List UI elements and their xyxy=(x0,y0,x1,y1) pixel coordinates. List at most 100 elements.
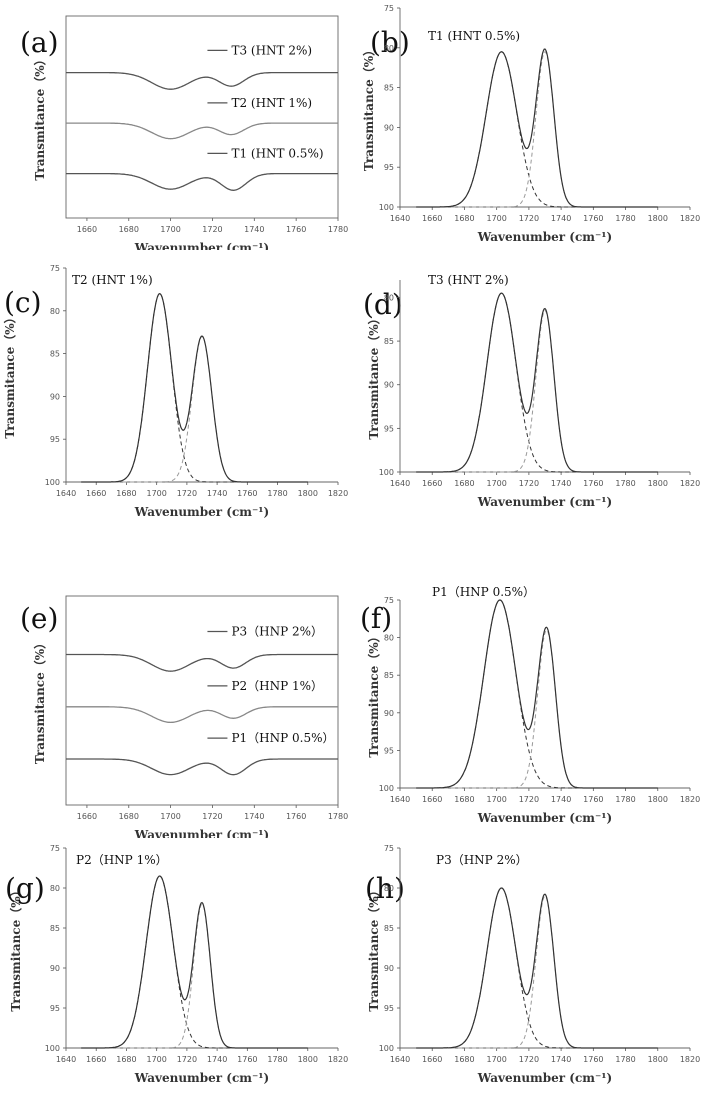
y-tick-label: 75 xyxy=(384,4,394,13)
panel-label: (e) xyxy=(20,602,58,635)
x-tick-label: 1720 xyxy=(519,795,539,804)
panel-title: T3 (HNT 2%) xyxy=(428,273,509,287)
fit-envelope-curve xyxy=(416,887,658,1049)
x-tick-label: 1760 xyxy=(583,479,603,488)
x-tick-label: 1780 xyxy=(328,225,348,234)
fit-component-curve xyxy=(416,309,658,473)
x-tick-label: 1720 xyxy=(519,479,539,488)
series-line xyxy=(66,653,338,672)
x-tick-label: 1760 xyxy=(237,1055,257,1064)
fit-envelope-curve xyxy=(81,875,308,1049)
panel-c-chart: 1640 1660 1680 1700 1720 1740 1760 1780 1800 1820… xyxy=(2,264,348,519)
y-tick-label: 85 xyxy=(384,671,394,680)
y-tick-label: 95 xyxy=(384,424,394,433)
y-tick-label: 100 xyxy=(379,1044,394,1053)
legend-label: T2 (HNT 1%) xyxy=(231,96,312,110)
y-tick-label: 90 xyxy=(50,392,60,401)
x-tick-label: 1780 xyxy=(615,795,635,804)
x-tick-label: 1680 xyxy=(116,1055,136,1064)
x-tick-label: 1660 xyxy=(422,214,442,223)
x-tick-label: 1820 xyxy=(680,795,700,804)
y-tick-label: 90 xyxy=(384,381,394,390)
y-tick-label: 95 xyxy=(50,1004,60,1013)
y-axis-label: Transmitance（%） xyxy=(32,53,47,180)
plot-frame xyxy=(65,595,339,806)
x-tick-label: 1700 xyxy=(146,1055,166,1064)
y-axis-label: Transmitance（%） xyxy=(361,44,376,171)
x-tick-label: 1700 xyxy=(486,479,506,488)
x-tick-label: 1720 xyxy=(202,225,222,234)
y-axis-label: Transmitance（%） xyxy=(2,311,17,438)
x-tick-label: 1820 xyxy=(328,1055,348,1064)
panel-c: 1640 1660 1680 1700 1720 1740 1760 1780 1800 1820… xyxy=(0,262,360,524)
y-tick-label: 100 xyxy=(379,468,394,477)
fit-component-curve xyxy=(416,51,658,208)
y-axis-label: Transmitance（%） xyxy=(366,884,381,1011)
panel-b: 1640 1660 1680 1700 1720 1740 1760 1780 1800 1820… xyxy=(360,0,706,250)
legend-label: P2（HNP 1%） xyxy=(231,679,323,693)
panel-label: (d) xyxy=(363,288,403,321)
x-tick-label: 1720 xyxy=(519,214,539,223)
y-tick-label: 85 xyxy=(384,84,394,93)
y-tick-label: 95 xyxy=(50,435,60,444)
x-tick-label: 1760 xyxy=(237,489,257,498)
x-tick-label: 1780 xyxy=(615,214,635,223)
x-tick-label: 1640 xyxy=(390,1055,410,1064)
x-tick-label: 1680 xyxy=(454,795,474,804)
x-tick-label: 1700 xyxy=(486,795,506,804)
x-tick-label: 1700 xyxy=(160,812,180,821)
panel-g: 1640 1660 1680 1700 1720 1740 1760 1780 1800 1820… xyxy=(0,838,360,1096)
y-tick-label: 85 xyxy=(384,337,394,346)
x-tick-label: 1780 xyxy=(328,812,348,821)
x-tick-label: 1740 xyxy=(207,489,227,498)
x-tick-label: 1760 xyxy=(286,225,306,234)
legend-label: P3（HNP 2%） xyxy=(231,625,323,639)
series-line xyxy=(66,71,338,90)
panel-b-chart: 1640 1660 1680 1700 1720 1740 1760 1780 1800 1820… xyxy=(361,4,700,244)
x-tick-label: 1660 xyxy=(422,795,442,804)
fit-component-curve xyxy=(416,895,658,1049)
x-axis-label: Wavenumber (cm⁻¹) xyxy=(134,1071,269,1085)
x-axis-label: Wavenumber (cm⁻¹) xyxy=(134,828,269,838)
x-tick-label: 1760 xyxy=(286,812,306,821)
x-tick-label: 1800 xyxy=(298,1055,318,1064)
x-tick-label: 1720 xyxy=(202,812,222,821)
y-tick-label: 95 xyxy=(384,746,394,755)
panel-label: (c) xyxy=(4,286,42,319)
y-tick-label: 85 xyxy=(50,350,60,359)
x-tick-label: 1660 xyxy=(86,489,106,498)
x-tick-label: 1700 xyxy=(160,225,180,234)
panel-title: T2 (HNT 1%) xyxy=(72,273,153,287)
x-tick-label: 1740 xyxy=(551,214,571,223)
panel-title: T1 (HNT 0.5%) xyxy=(428,29,520,43)
y-tick-label: 100 xyxy=(45,478,60,487)
x-tick-label: 1740 xyxy=(207,1055,227,1064)
panel-e: 1660 1680 1700 1720 1740 1760 1780 Wavenumber (… xyxy=(0,590,360,842)
x-tick-label: 1660 xyxy=(86,1055,106,1064)
x-tick-label: 1820 xyxy=(680,214,700,223)
legend-label: T3 (HNT 2%) xyxy=(231,43,312,57)
x-tick-label: 1780 xyxy=(615,479,635,488)
x-tick-label: 1800 xyxy=(648,479,668,488)
y-tick-label: 80 xyxy=(50,307,60,316)
fit-component-curve xyxy=(416,292,658,473)
panel-g-chart: 1640 1660 1680 1700 1720 1740 1760 1780 1800 1820… xyxy=(5,844,348,1085)
fit-component-curve xyxy=(416,599,658,789)
x-tick-label: 1740 xyxy=(551,479,571,488)
x-axis-label: Wavenumber (cm⁻¹) xyxy=(477,495,612,509)
series-line xyxy=(66,758,338,776)
x-tick-label: 1740 xyxy=(551,1055,571,1064)
fit-component-curve xyxy=(81,335,308,483)
fit-envelope-curve xyxy=(416,292,658,473)
x-tick-label: 1640 xyxy=(390,479,410,488)
y-tick-label: 90 xyxy=(384,123,394,132)
y-tick-label: 80 xyxy=(50,884,60,893)
fit-component-curve xyxy=(81,293,308,483)
y-tick-label: 85 xyxy=(50,924,60,933)
panel-label: (b) xyxy=(370,26,410,59)
fit-envelope-curve xyxy=(81,293,308,483)
x-tick-label: 1720 xyxy=(177,1055,197,1064)
x-tick-label: 1680 xyxy=(116,489,136,498)
x-tick-label: 1680 xyxy=(454,479,474,488)
